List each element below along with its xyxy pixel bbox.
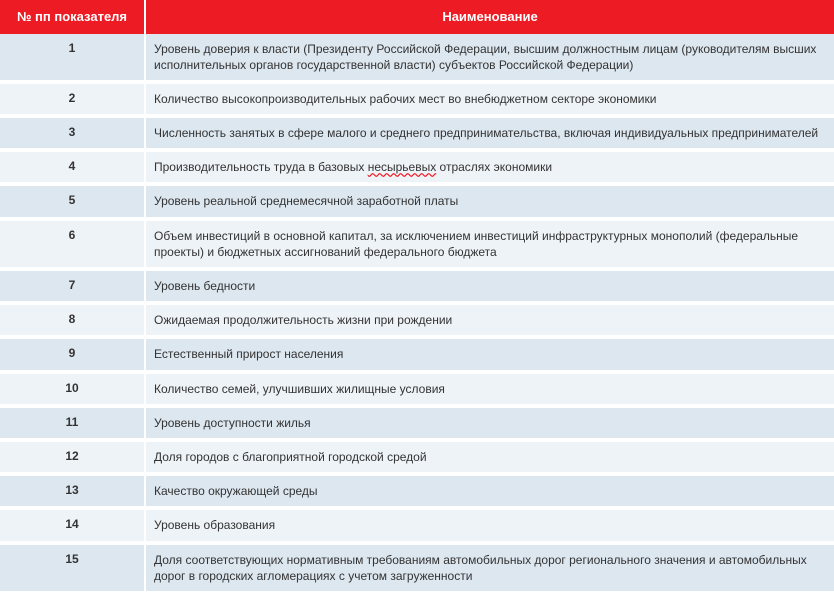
table-row: 11Уровень доступности жилья (0, 406, 834, 440)
cell-number: 15 (0, 543, 145, 593)
cell-name: Уровень образования (145, 508, 834, 542)
table-row: 1Уровень доверия к власти (Президенту Ро… (0, 34, 834, 82)
cell-number: 5 (0, 184, 145, 218)
cell-number: 7 (0, 269, 145, 303)
cell-name: Уровень доверия к власти (Президенту Рос… (145, 34, 834, 82)
table-row: 3Численность занятых в сфере малого и ср… (0, 116, 834, 150)
table-row: 13Качество окружающей среды (0, 474, 834, 508)
cell-number: 4 (0, 150, 145, 184)
table-row: 5Уровень реальной среднемесячной заработ… (0, 184, 834, 218)
cell-number: 3 (0, 116, 145, 150)
cell-name: Доля городов с благоприятной городской с… (145, 440, 834, 474)
table-row: 14Уровень образования (0, 508, 834, 542)
cell-number: 6 (0, 219, 145, 269)
cell-number: 13 (0, 474, 145, 508)
cell-name: Уровень доступности жилья (145, 406, 834, 440)
cell-number: 2 (0, 82, 145, 116)
indicators-table: № пп показателя Наименование 1Уровень до… (0, 0, 834, 595)
table-row: 9Естественный прирост населения (0, 337, 834, 371)
cell-name: Производительность труда в базовых несыр… (145, 150, 834, 184)
cell-number: 1 (0, 34, 145, 82)
table-row: 2Количество высокопроизводительных рабоч… (0, 82, 834, 116)
spellcheck-marked-word: несырьевых (368, 160, 437, 174)
cell-name: Естественный прирост населения (145, 337, 834, 371)
cell-name: Количество семей, улучшивших жилищные ус… (145, 372, 834, 406)
cell-number: 8 (0, 303, 145, 337)
cell-name: Доля соответствующих нормативным требова… (145, 543, 834, 593)
cell-number: 9 (0, 337, 145, 371)
cell-number: 14 (0, 508, 145, 542)
cell-name: Уровень реальной среднемесячной заработн… (145, 184, 834, 218)
table-body: 1Уровень доверия к власти (Президенту Ро… (0, 34, 834, 593)
table-row: 4Производительность труда в базовых несы… (0, 150, 834, 184)
cell-number: 12 (0, 440, 145, 474)
cell-name: Количество высокопроизводительных рабочи… (145, 82, 834, 116)
col-header-name: Наименование (145, 0, 834, 34)
cell-name: Объем инвестиций в основной капитал, за … (145, 219, 834, 269)
table-row: 12Доля городов с благоприятной городской… (0, 440, 834, 474)
col-header-number: № пп показателя (0, 0, 145, 34)
table-row: 7Уровень бедности (0, 269, 834, 303)
cell-name: Численность занятых в сфере малого и сре… (145, 116, 834, 150)
table-header-row: № пп показателя Наименование (0, 0, 834, 34)
cell-number: 11 (0, 406, 145, 440)
table-row: 8Ожидаемая продолжительность жизни при р… (0, 303, 834, 337)
cell-name: Ожидаемая продолжительность жизни при ро… (145, 303, 834, 337)
table-row: 15Доля соответствующих нормативным требо… (0, 543, 834, 593)
cell-number: 10 (0, 372, 145, 406)
cell-name: Качество окружающей среды (145, 474, 834, 508)
table-row: 6Объем инвестиций в основной капитал, за… (0, 219, 834, 269)
table-row: 10Количество семей, улучшивших жилищные … (0, 372, 834, 406)
cell-name: Уровень бедности (145, 269, 834, 303)
